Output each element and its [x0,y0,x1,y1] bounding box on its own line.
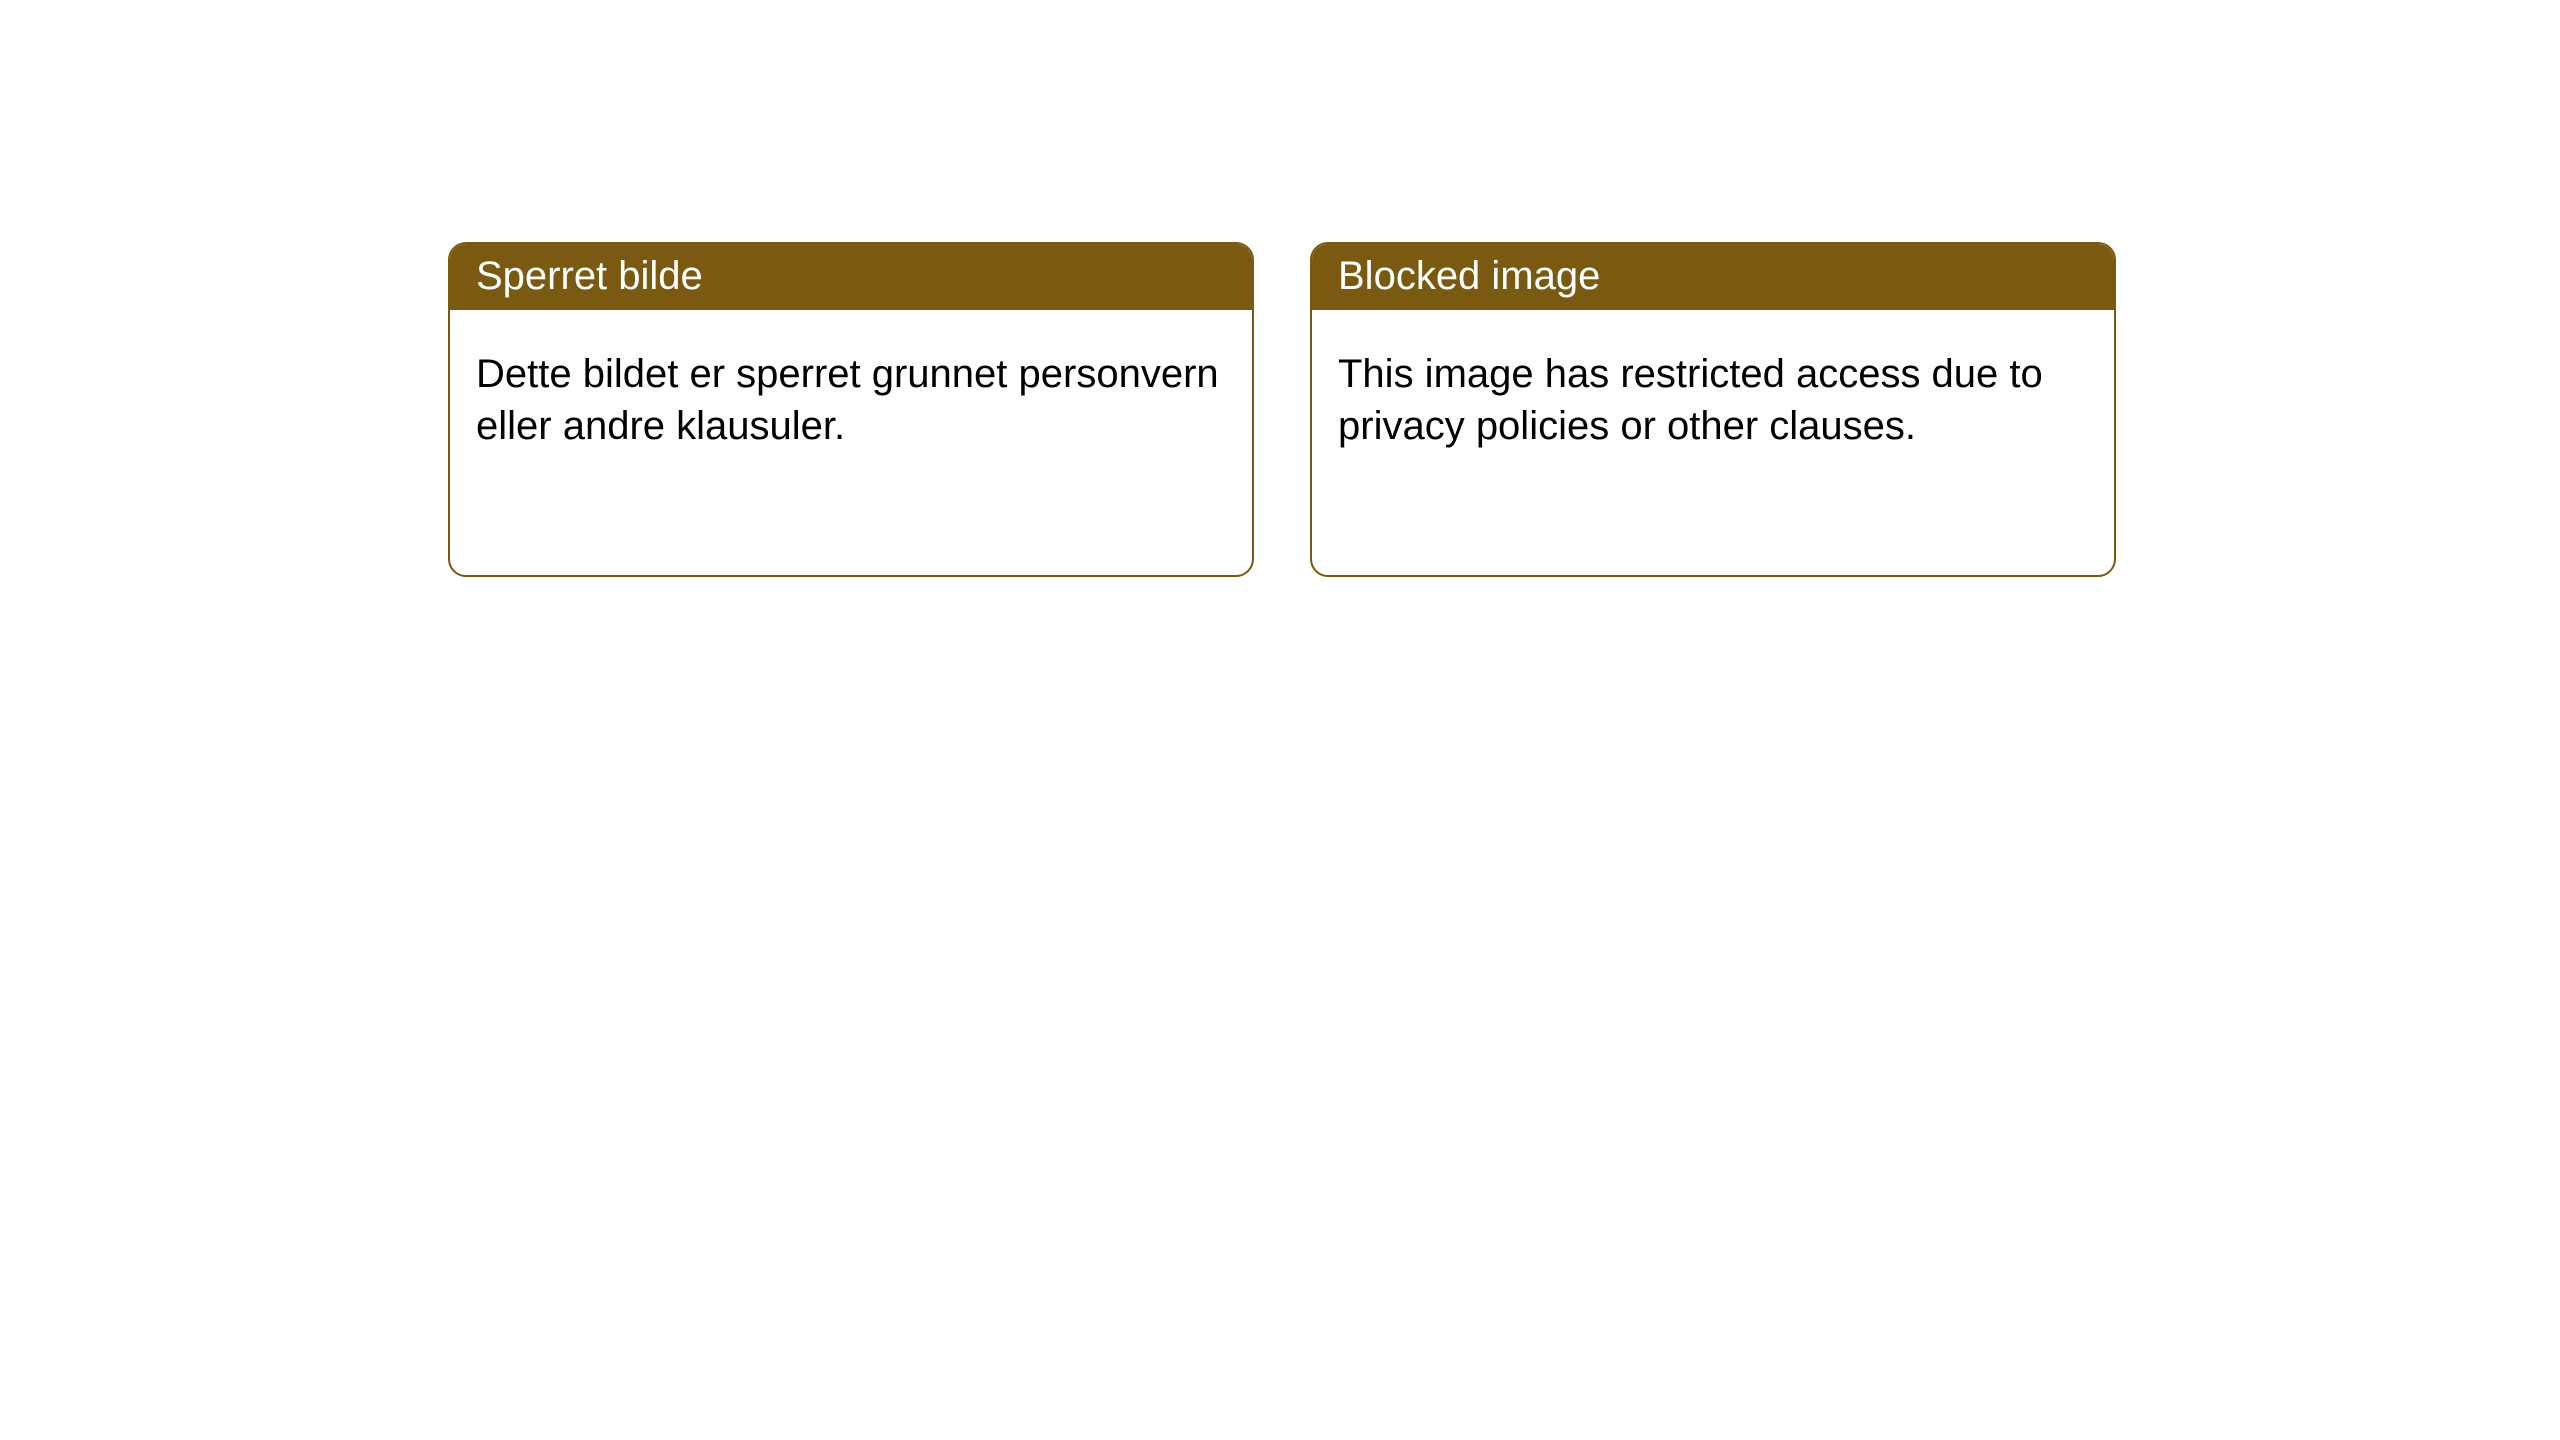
notice-card-norwegian: Sperret bilde Dette bildet er sperret gr… [448,242,1254,577]
notice-container: Sperret bilde Dette bildet er sperret gr… [0,0,2560,577]
notice-title-norwegian: Sperret bilde [450,244,1252,310]
notice-body-norwegian: Dette bildet er sperret grunnet personve… [450,310,1252,478]
notice-title-english: Blocked image [1312,244,2114,310]
notice-card-english: Blocked image This image has restricted … [1310,242,2116,577]
notice-body-english: This image has restricted access due to … [1312,310,2114,478]
